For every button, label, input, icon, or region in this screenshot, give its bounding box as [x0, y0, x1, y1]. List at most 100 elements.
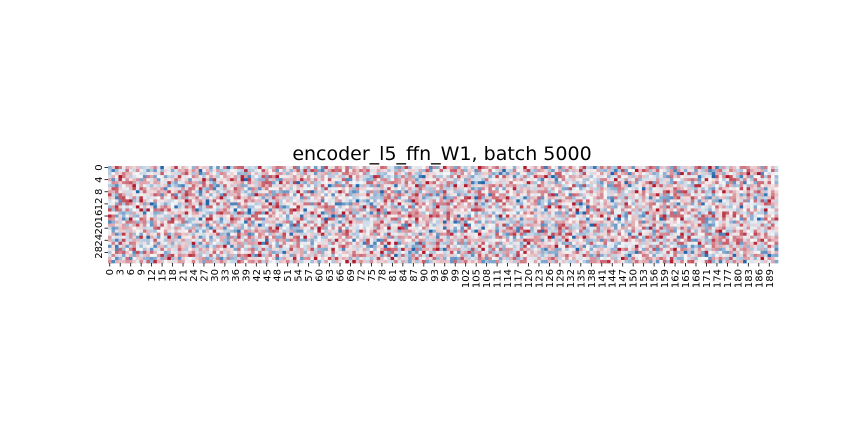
heatmap-cell [516, 181, 521, 185]
heatmap-cell [708, 232, 713, 237]
heatmap-cell [341, 190, 346, 194]
heatmap-cell [523, 226, 528, 231]
heatmap-cell [645, 181, 650, 185]
heatmap-cell [718, 208, 723, 212]
heatmap-cell [519, 199, 524, 203]
heatmap-cell [715, 241, 720, 246]
heatmap-cell [111, 208, 116, 212]
heatmap-cell [704, 193, 709, 197]
heatmap-cell [610, 178, 615, 182]
heatmap-cell [390, 220, 395, 224]
heatmap-cell [387, 181, 392, 185]
heatmap-cell [582, 202, 587, 206]
heatmap-cell [341, 205, 346, 209]
heatmap-cell [463, 178, 468, 182]
heatmap-cell [648, 181, 653, 185]
heatmap-cell [184, 166, 189, 170]
heatmap-cell [732, 166, 737, 170]
heatmap-cell [167, 229, 172, 234]
heatmap-cell [551, 205, 556, 209]
heatmap-cell [764, 181, 768, 185]
heatmap-cell [631, 178, 636, 182]
heatmap-cell [341, 199, 346, 203]
heatmap-cell [736, 196, 740, 200]
heatmap-cell [230, 193, 234, 197]
heatmap-cell [362, 241, 367, 246]
heatmap-cell [408, 193, 412, 197]
heatmap-cell [244, 241, 248, 246]
heatmap-cell [425, 208, 430, 212]
heatmap-cell [498, 223, 503, 227]
heatmap-cell [547, 238, 552, 243]
heatmap-cell [142, 184, 147, 188]
heatmap-cell [254, 238, 259, 243]
heatmap-cell [401, 175, 405, 179]
heatmap-cell [436, 199, 440, 203]
heatmap-cell [683, 169, 688, 173]
heatmap-cell [432, 172, 437, 176]
heatmap-cell [373, 172, 378, 176]
heatmap-cell [593, 169, 597, 173]
heatmap-cell [233, 220, 238, 224]
heatmap-cell [331, 169, 336, 173]
heatmap-cell [223, 181, 227, 185]
heatmap-cell [397, 175, 402, 179]
heatmap-cell [128, 181, 133, 185]
heatmap-cell [764, 217, 768, 221]
heatmap-cell [265, 196, 269, 200]
heatmap-cell [498, 208, 503, 212]
heatmap-cell [202, 172, 207, 176]
heatmap-cell [711, 229, 716, 234]
heatmap-cell [184, 178, 189, 182]
heatmap-cell [443, 232, 447, 237]
heatmap-cell [547, 220, 552, 224]
heatmap-cell [118, 184, 123, 188]
heatmap-cell [198, 169, 203, 173]
heatmap-cell [108, 238, 112, 243]
heatmap-cell [732, 193, 737, 197]
heatmap-cell [394, 232, 398, 237]
heatmap-cell [641, 214, 646, 218]
heatmap-cell [561, 202, 566, 206]
heatmap-cell [551, 184, 556, 188]
heatmap-cell [561, 229, 566, 234]
heatmap-cell [662, 232, 667, 237]
heatmap-cell [317, 235, 322, 240]
heatmap-cell [278, 169, 283, 173]
heatmap-cell [558, 235, 562, 240]
heatmap-cell [132, 217, 137, 221]
heatmap-cell [767, 208, 772, 212]
heatmap-cell [572, 175, 576, 179]
heatmap-cell [254, 223, 259, 227]
heatmap-cell [261, 187, 266, 191]
heatmap-cell [121, 220, 126, 224]
heatmap-cell [108, 217, 112, 221]
heatmap-cell [687, 166, 692, 170]
heatmap-cell [247, 187, 252, 191]
heatmap-cell [690, 229, 695, 234]
heatmap-cell [456, 232, 461, 237]
heatmap-cell [502, 205, 507, 209]
heatmap-cell [446, 208, 451, 212]
heatmap-cell [313, 193, 318, 197]
heatmap-cell [467, 229, 472, 234]
heatmap-cell [289, 238, 294, 243]
heatmap-cell [460, 232, 465, 237]
heatmap-cell [596, 178, 601, 182]
heatmap-cell [237, 202, 241, 206]
heatmap-cell [680, 187, 685, 191]
heatmap-cell [209, 238, 214, 243]
heatmap-cell [415, 217, 419, 221]
heatmap-cell [219, 169, 224, 173]
heatmap-cell [359, 172, 364, 176]
heatmap-cell [146, 172, 151, 176]
heatmap-cell [558, 172, 562, 176]
heatmap-cell [718, 220, 723, 224]
heatmap-cell [739, 214, 744, 218]
heatmap-cell [582, 238, 587, 243]
heatmap-cell [558, 241, 562, 246]
heatmap-cell [697, 205, 702, 209]
heatmap-cell [432, 214, 437, 218]
heatmap-cell [313, 175, 318, 179]
heatmap-cell [317, 199, 322, 203]
